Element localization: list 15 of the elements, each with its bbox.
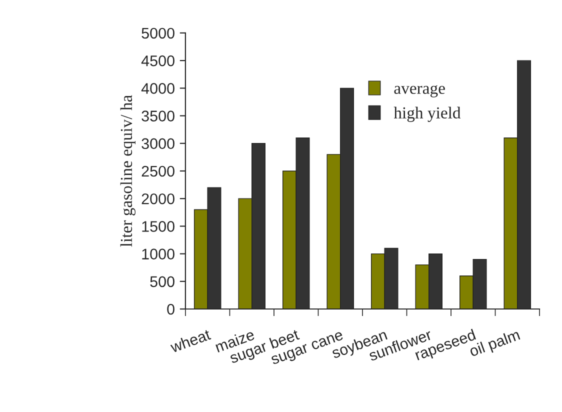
y-tick-label: 2000 [142,193,174,204]
y-tick-label: 3000 [142,138,174,150]
y-tick-label: 1500 [142,221,174,232]
y-tick-label: 500 [150,276,174,288]
y-tick-label: 5000 [142,28,174,39]
y-tick-label: 2500 [142,166,174,177]
legend-label: average [394,85,445,98]
y-tick-label: 4000 [141,83,174,94]
y-tick-label: 3500 [142,110,174,122]
legend-label: high yield [394,106,461,122]
y-axis-title: liter gasoline equiv/ ha [120,95,136,247]
y-tick-label: 1000 [142,248,174,260]
y-tick-label: 4500 [141,55,174,66]
x-tick-label: wheat [169,328,212,353]
y-tick-label: 0 [167,304,174,315]
